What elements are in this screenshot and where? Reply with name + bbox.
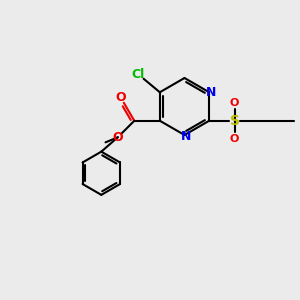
Text: O: O [230, 98, 239, 108]
Text: N: N [206, 86, 216, 99]
Text: O: O [112, 131, 123, 144]
Text: Cl: Cl [132, 68, 145, 81]
Text: S: S [230, 114, 240, 128]
Text: O: O [115, 91, 125, 104]
Text: O: O [230, 134, 239, 144]
Text: N: N [181, 130, 191, 143]
